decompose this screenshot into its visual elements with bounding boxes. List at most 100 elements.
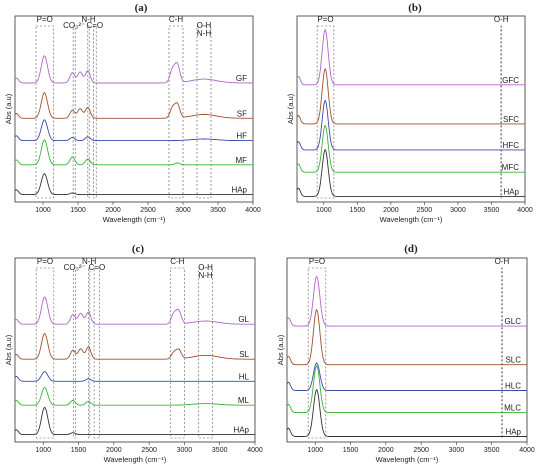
series-label-mfc: MFC	[502, 163, 520, 172]
panel-title: (c)	[132, 243, 145, 255]
annotation-band	[316, 25, 335, 199]
x-axis-label: Wavelength (cm⁻¹)	[104, 455, 167, 464]
series-line-hap	[296, 148, 525, 197]
annotation-label: N-H	[198, 271, 212, 280]
series-label-ml: ML	[238, 396, 250, 405]
series-label-mf: MF	[235, 156, 247, 165]
annotation-label: C-H	[170, 257, 184, 266]
annotation-band	[73, 267, 77, 439]
annotation-label: P=O	[37, 15, 53, 24]
series-line-hap	[286, 388, 527, 437]
x-axis-label: Wavelength (cm⁻¹)	[103, 215, 166, 224]
x-axis-label: Wavelength (cm⁻¹)	[380, 215, 443, 224]
plot-frame	[14, 257, 256, 443]
series-line-gfc	[296, 28, 525, 86]
x-tick-label: 4000	[517, 207, 533, 214]
series-label-hl: HL	[239, 372, 250, 381]
x-tick-label: 2500	[140, 207, 156, 214]
x-tick-label: 1500	[70, 207, 86, 214]
series-label-sfc: SFC	[503, 115, 519, 124]
annotation-band	[35, 25, 54, 199]
series-label-mlc: MLC	[504, 404, 521, 413]
annotation-band	[87, 25, 90, 199]
series-label-hfc: HFC	[503, 141, 520, 150]
series-line-hlc	[286, 362, 527, 391]
x-tick-label: 1500	[71, 447, 87, 454]
annotation-label: P=O	[317, 15, 333, 24]
series-line-glc	[286, 275, 527, 327]
annotation-label: C-H	[169, 15, 183, 24]
x-tick-label: 4000	[247, 447, 263, 454]
series-line-gf	[14, 55, 253, 84]
x-tick-label: 3000	[177, 447, 193, 454]
annotation-label: P=O	[37, 257, 53, 266]
series-line-hfc	[296, 99, 525, 151]
annotation-label: C=O	[86, 21, 103, 30]
y-axis-label: Abs (a.u)	[4, 93, 13, 124]
x-axis-label: Wavelength (cm⁻¹)	[376, 455, 439, 464]
x-tick-label: 3000	[175, 207, 191, 214]
annotation-label: CO₃²⁻	[63, 21, 85, 30]
panel-title: (b)	[408, 2, 422, 14]
annotation-band	[35, 267, 55, 439]
annotation-band	[93, 267, 101, 439]
x-tick-label: 2500	[413, 447, 429, 454]
series-label-hap: HAp	[233, 426, 249, 435]
series-line-sl	[14, 333, 255, 360]
annotation-band	[72, 25, 76, 199]
panel-3: (c) 1000 1500 2000 2500 3000 3500 4000 Wavelengt…	[4, 243, 263, 464]
x-tick-label: 3000	[449, 447, 465, 454]
series-label-hlc: HLC	[505, 381, 521, 390]
annotation-label: O-H	[495, 257, 510, 266]
x-tick-label: 4000	[245, 207, 261, 214]
series-label-sl: SL	[239, 350, 249, 359]
series-label-hap: HAp	[503, 187, 519, 196]
series-label-gfc: GFC	[502, 76, 519, 85]
series-label-gl: GL	[238, 315, 249, 324]
series-label-hap: HAp	[505, 427, 521, 436]
x-tick-label: 1000	[35, 447, 51, 454]
x-tick-label: 3000	[450, 207, 466, 214]
annotation-label: N-H	[81, 15, 95, 24]
x-tick-label: 2500	[141, 447, 157, 454]
x-tick-label: 4000	[519, 447, 535, 454]
annotation-label: O-H	[197, 21, 212, 30]
annotation-label: P=O	[309, 257, 325, 266]
series-line-gl	[14, 296, 255, 325]
annotation-label: O-H	[198, 263, 213, 272]
series-label-hap: HAp	[231, 186, 247, 195]
x-tick-label: 3500	[484, 447, 500, 454]
plot-frame	[286, 257, 528, 443]
series-line-mlc	[286, 364, 527, 414]
series-line-ml	[14, 387, 255, 406]
x-tick-label: 1500	[343, 447, 359, 454]
panel-2: (b) 1000 1500 2000 2500 3000 3500 4000 Wavelengt…	[286, 2, 533, 224]
x-tick-label: 1000	[316, 207, 332, 214]
annotation-label: CO₃²⁻	[64, 263, 86, 272]
series-line-mfc	[296, 124, 525, 173]
annotation-band	[307, 267, 327, 439]
x-tick-label: 1500	[350, 207, 366, 214]
series-line-mf	[14, 139, 253, 166]
x-tick-label: 3500	[212, 447, 228, 454]
series-label-gf: GF	[236, 74, 247, 83]
annotation-band	[198, 267, 213, 439]
panel-4: (d) 1000 1500 2000 2500 3000 3500 4000 Wavelengt…	[276, 243, 535, 464]
annotation-label: N-H	[82, 257, 96, 266]
x-tick-label: 3500	[210, 207, 226, 214]
panel-title: (a)	[135, 2, 148, 14]
annotation-band	[501, 267, 503, 439]
annotation-band	[168, 25, 184, 199]
annotation-band	[93, 25, 97, 199]
series-line-hap	[14, 173, 253, 196]
series-line-hl	[14, 371, 255, 382]
series-label-sf: SF	[237, 109, 247, 118]
x-tick-label: 2000	[383, 207, 399, 214]
annotation-band	[500, 25, 502, 199]
series-line-hf	[14, 119, 253, 142]
x-tick-label: 2000	[106, 447, 122, 454]
series-line-hap	[14, 406, 255, 436]
annotation-label: O-H	[494, 15, 509, 24]
y-axis-label: Abs (a.u)	[276, 334, 285, 365]
